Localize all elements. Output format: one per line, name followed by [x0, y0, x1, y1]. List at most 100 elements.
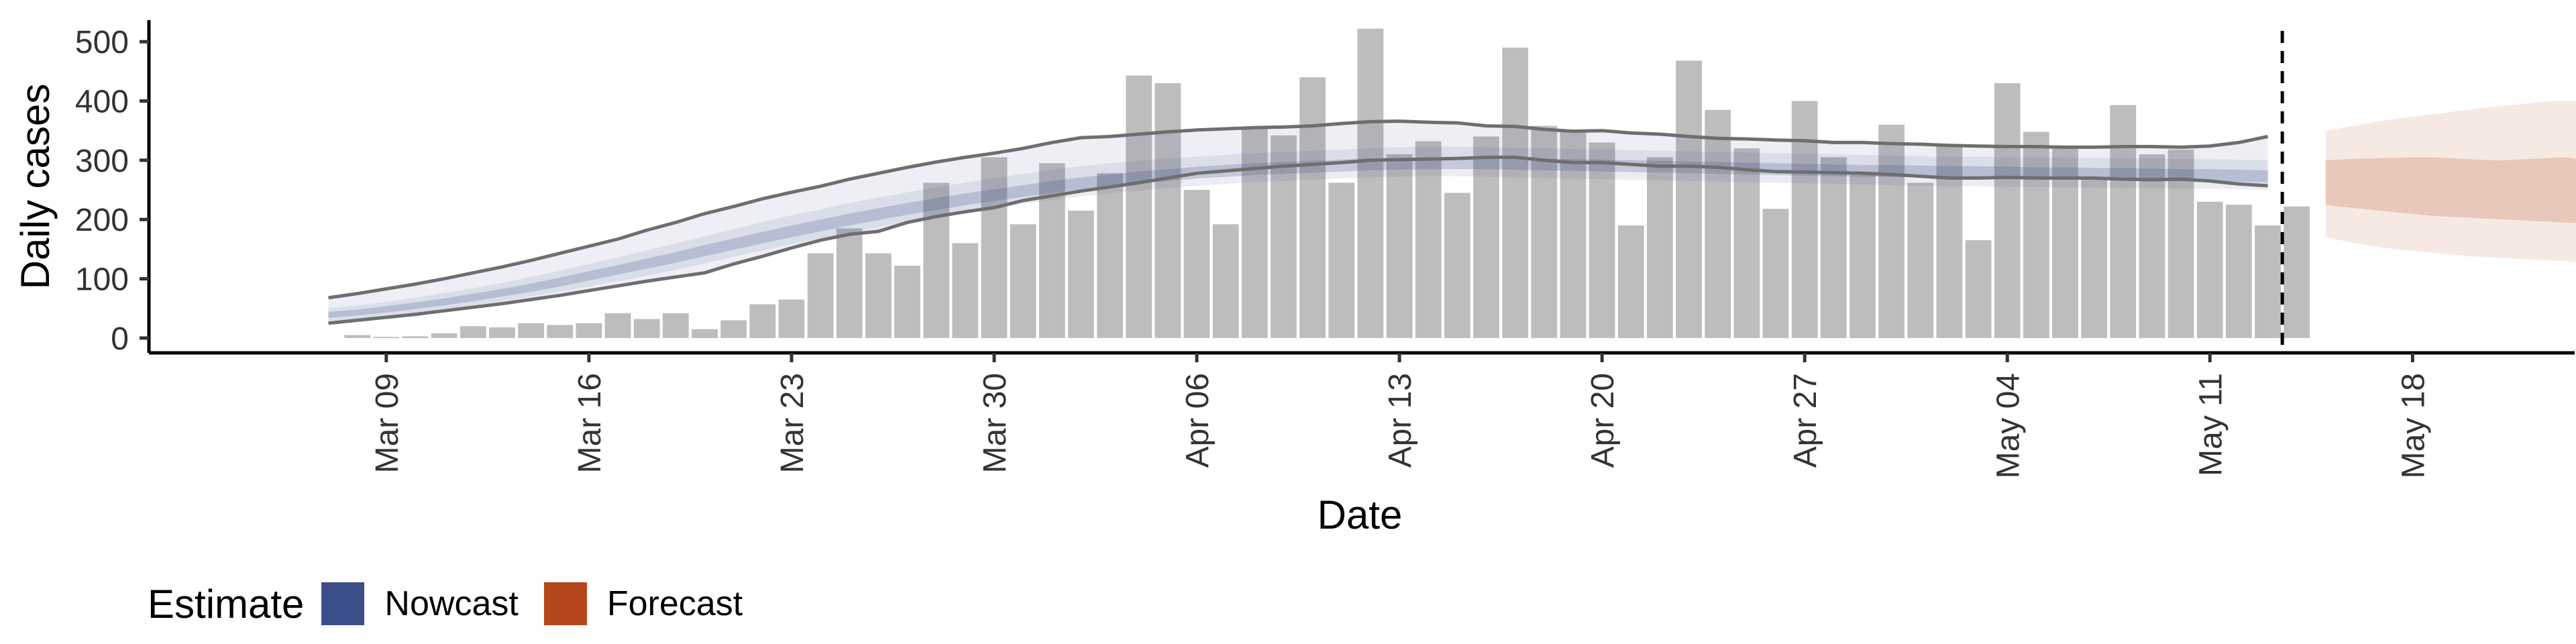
case-bar	[2196, 201, 2223, 338]
case-bar	[923, 182, 950, 338]
case-bar	[1907, 182, 1934, 338]
case-bar	[894, 266, 920, 338]
x-tick-label: Apr 20	[1585, 373, 1621, 468]
case-bar	[952, 243, 979, 338]
nowcast-bands	[328, 119, 2269, 325]
case-bar	[1444, 193, 1470, 338]
case-bar	[1386, 154, 1413, 338]
x-tick-label: May 11	[2193, 373, 2229, 476]
legend-item-nowcast: Nowcast	[321, 582, 519, 625]
case-bar	[2255, 225, 2281, 338]
case-bar	[547, 325, 574, 338]
case-bar	[981, 157, 1008, 338]
case-bar	[1241, 127, 1268, 338]
x-tick-label: May 04	[1990, 373, 2026, 478]
legend-title: Estimate	[148, 581, 305, 627]
case-bar	[1271, 135, 1297, 338]
case-bar	[865, 253, 892, 338]
case-bar	[1617, 225, 1644, 338]
case-bar	[402, 336, 429, 338]
nowcast-middle-band	[328, 146, 2268, 322]
legend-label-nowcast: Nowcast	[384, 584, 519, 623]
case-bar	[1560, 130, 1587, 338]
case-bar	[778, 299, 805, 338]
legend: Estimate Nowcast Forecast	[148, 577, 768, 631]
nowcast-inner-band	[328, 157, 2268, 318]
case-bar	[1357, 28, 1384, 338]
legend-key-forecast	[543, 582, 587, 625]
nowcast-upper-line	[328, 119, 2269, 300]
case-bar	[1010, 224, 1036, 338]
case-bar	[489, 327, 515, 338]
x-tick-label: Apr 27	[1788, 373, 1823, 468]
case-bar	[576, 323, 602, 338]
case-bar	[431, 333, 458, 338]
x-axis-title: Date	[1318, 492, 1403, 537]
case-bar	[1965, 240, 1992, 338]
y-tick-label: 0	[111, 321, 129, 357]
case-bar	[692, 329, 718, 338]
case-bar	[604, 313, 631, 338]
case-bar	[1791, 101, 1818, 338]
y-tick-label: 100	[75, 262, 129, 298]
y-tick-label: 500	[75, 25, 129, 60]
case-bar	[344, 335, 371, 338]
case-bar	[1849, 175, 1876, 338]
case-bar	[1878, 124, 1904, 338]
y-tick-label: 200	[75, 203, 129, 238]
case-bar	[1820, 157, 1847, 338]
case-bar	[1038, 163, 1065, 338]
case-bar	[1097, 173, 1123, 338]
x-tick-label: Mar 16	[572, 373, 608, 473]
case-bar	[1733, 148, 1760, 338]
case-bar	[1502, 48, 1529, 338]
case-bar	[1299, 77, 1326, 338]
case-bar	[836, 228, 863, 338]
case-bar	[1589, 142, 1615, 338]
case-bar	[373, 337, 400, 338]
legend-label-forecast: Forecast	[606, 584, 743, 623]
legend-item-forecast: Forecast	[543, 582, 743, 625]
case-bar	[1068, 211, 1094, 338]
case-bar	[1126, 75, 1152, 338]
x-tick-label: May 18	[2396, 373, 2431, 478]
case-bar	[1762, 209, 1789, 338]
case-bar	[2110, 105, 2137, 338]
case-bar	[662, 313, 689, 338]
case-bar	[2081, 178, 2108, 338]
case-bar	[460, 326, 486, 338]
case-bar	[807, 253, 834, 338]
y-tick-label: 300	[75, 144, 129, 179]
case-bar	[720, 320, 747, 338]
forecast-bands	[2325, 101, 2576, 262]
x-tick-label: Mar 23	[775, 373, 810, 473]
y-tick-label: 400	[75, 85, 129, 120]
case-bar	[1212, 224, 1239, 338]
axes	[147, 20, 2575, 355]
case-bar	[2023, 131, 2049, 338]
x-tick-label: Apr 13	[1383, 373, 1418, 468]
case-bar	[1676, 60, 1702, 338]
case-bar	[1994, 83, 2021, 338]
nowcast-outer-band	[328, 121, 2268, 323]
case-bar	[2139, 154, 2165, 338]
y-axis-title: Daily cases	[13, 84, 58, 290]
y-axis-ticks: 0 100 200 300 400 500	[75, 25, 149, 357]
case-bar	[1473, 136, 1499, 338]
case-bar	[518, 323, 544, 338]
x-axis-ticks: Mar 09 Mar 16 Mar 23 Mar 30 Apr 06 Apr 13 Apr …	[370, 353, 2431, 478]
case-bar	[2284, 206, 2310, 338]
case-bar	[749, 304, 776, 338]
case-bar	[1415, 141, 1442, 338]
x-tick-label: Mar 30	[977, 373, 1013, 473]
case-bar	[1705, 109, 1731, 338]
nowcast-lower-line	[328, 156, 2268, 325]
case-bar	[2226, 205, 2252, 338]
case-bar	[1183, 190, 1210, 338]
x-tick-label: Mar 09	[370, 373, 405, 473]
case-bar	[633, 319, 660, 338]
case-bar	[1155, 83, 1181, 338]
legend-key-nowcast	[321, 582, 365, 625]
case-bar	[1328, 182, 1355, 338]
